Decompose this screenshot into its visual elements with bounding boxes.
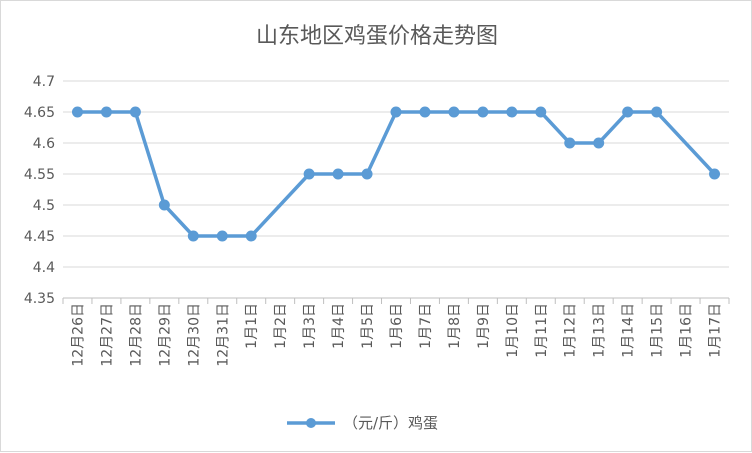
series-line-segment [539,110,572,145]
x-tick-label: 1月13日 [592,303,608,358]
x-tick-label: 1月5日 [360,303,376,349]
data-point[interactable] [593,137,605,149]
data-point[interactable] [303,168,315,180]
x-tick-label: 1月6日 [389,303,405,349]
x-tick-label: 12月28日 [128,303,144,367]
data-point[interactable] [100,106,112,118]
x-tick-label: 1月11日 [534,303,550,358]
data-point[interactable] [477,106,489,118]
y-tick-label: 4.4 [33,260,55,276]
data-point[interactable] [419,106,431,118]
y-tick-label: 4.7 [33,74,55,90]
series-line-segment [133,110,167,207]
y-tick-label: 4.55 [24,167,55,183]
x-tick-label: 12月30日 [186,303,202,367]
x-tick-label: 1月2日 [273,303,289,349]
y-tick-label: 4.45 [24,229,55,245]
x-tick-label: 1月16日 [679,303,695,358]
y-axis-ticks: 4.35 4.4 4.45 4.5 4.55 4.6 4.65 4.7 [24,74,55,307]
data-point[interactable] [390,106,402,118]
series-line-segment [162,203,196,238]
data-point[interactable] [506,106,518,118]
data-point[interactable] [709,168,721,180]
y-tick-label: 4.35 [24,291,55,307]
x-tick-label: 12月31日 [215,303,231,367]
legend-label: （元/斤）鸡蛋 [343,414,438,432]
data-point[interactable] [129,106,141,118]
data-point[interactable] [71,106,83,118]
series-layer [71,106,721,242]
legend[interactable]: （元/斤）鸡蛋 [287,414,438,432]
data-point[interactable] [245,230,257,242]
series-line-segment [654,110,717,176]
data-point[interactable] [535,106,547,118]
x-tick-label: 12月26日 [70,303,86,367]
data-point[interactable] [332,168,344,180]
data-point[interactable] [622,106,634,118]
legend-point-marker [306,418,316,428]
series-line-segment [249,172,311,238]
x-tick-label: 1月7日 [418,303,434,349]
y-tick-label: 4.6 [33,136,55,152]
x-tick-label: 1月8日 [447,303,463,349]
x-tick-label: 12月29日 [157,303,173,367]
x-tick-label: 1月15日 [650,303,666,358]
gridlines [63,80,729,299]
data-point[interactable] [216,230,228,242]
x-tick-label: 1月4日 [331,303,347,349]
x-tick-label: 1月14日 [621,303,637,358]
data-point[interactable] [361,168,373,180]
data-point[interactable] [564,137,576,149]
y-tick-label: 4.5 [33,198,55,214]
x-tick-label: 1月3日 [302,303,318,349]
x-tick-label: 1月10日 [505,303,521,358]
data-point[interactable] [158,199,170,211]
data-point[interactable] [187,230,199,242]
y-tick-label: 4.65 [24,105,55,121]
data-point[interactable] [448,106,460,118]
x-axis: 12月26日 12月27日 12月28日 12月29日 12月30日 12月31日 1月1日… [62,298,730,367]
chart-title: 山东地区鸡蛋价格走势图 [256,24,498,49]
data-point[interactable] [651,106,663,118]
x-tick-label: 1月9日 [476,303,492,349]
series-line-segment [365,110,398,176]
x-tick-label: 1月1日 [244,303,260,349]
series-line-segment [596,110,630,145]
x-tick-label: 1月12日 [563,303,579,358]
x-tick-label: 1月17日 [708,303,724,358]
x-tick-label: 12月27日 [99,303,115,367]
